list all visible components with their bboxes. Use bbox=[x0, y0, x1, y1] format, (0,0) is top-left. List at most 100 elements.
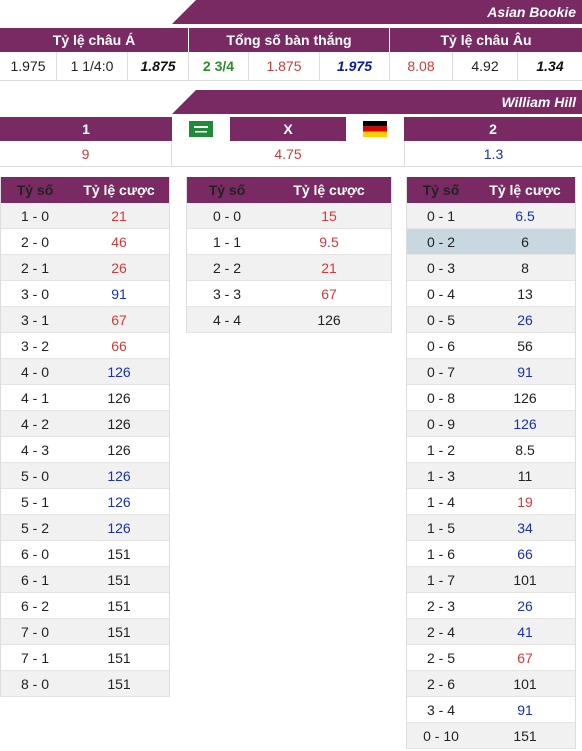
asian-handicap-line[interactable]: 1 1/4:0 bbox=[57, 52, 128, 80]
odds-cell[interactable]: 41 bbox=[517, 624, 533, 640]
wh-away-odds[interactable]: 1.3 bbox=[483, 146, 504, 162]
table-row[interactable]: 2 - 1 26 bbox=[1, 255, 169, 281]
table-row[interactable]: 8 - 0 151 bbox=[1, 671, 169, 697]
table-row[interactable]: 1 - 3 11 bbox=[407, 463, 575, 489]
odds-cell[interactable]: 151 bbox=[107, 624, 131, 640]
table-row[interactable]: 3 - 4 91 bbox=[407, 697, 575, 723]
table-row[interactable]: 0 - 7 91 bbox=[407, 359, 575, 385]
odds-cell[interactable]: 13 bbox=[517, 286, 533, 302]
odds-cell[interactable]: 151 bbox=[107, 572, 131, 588]
wh-draw-odds[interactable]: 4.75 bbox=[172, 141, 405, 166]
table-row[interactable]: 0 - 5 26 bbox=[407, 307, 575, 333]
odds-cell[interactable]: 11 bbox=[517, 468, 533, 484]
table-row[interactable]: 3 - 0 91 bbox=[1, 281, 169, 307]
table-row[interactable]: 0 - 1 6.5 bbox=[407, 203, 575, 229]
odds-cell[interactable]: 26 bbox=[111, 260, 127, 276]
odds-cell[interactable]: 151 bbox=[107, 650, 131, 666]
odds-cell[interactable]: 126 bbox=[317, 312, 341, 328]
odds-cell[interactable]: 126 bbox=[107, 364, 131, 380]
odds-cell[interactable]: 8 bbox=[521, 260, 529, 276]
table-row[interactable]: 6 - 2 151 bbox=[1, 593, 169, 619]
odds-cell[interactable]: 26 bbox=[517, 312, 533, 328]
table-row[interactable]: 4 - 0 126 bbox=[1, 359, 169, 385]
odds-cell[interactable]: 6.5 bbox=[515, 208, 535, 224]
table-row[interactable]: 1 - 4 19 bbox=[407, 489, 575, 515]
table-row[interactable]: 0 - 6 56 bbox=[407, 333, 575, 359]
table-row[interactable]: 3 - 2 66 bbox=[1, 333, 169, 359]
odds-cell[interactable]: 126 bbox=[107, 468, 131, 484]
asian-home-odds[interactable]: 1.975 bbox=[0, 52, 57, 80]
table-row[interactable]: 1 - 7 101 bbox=[407, 567, 575, 593]
table-row[interactable]: 0 - 3 8 bbox=[407, 255, 575, 281]
table-row[interactable]: 4 - 2 126 bbox=[1, 411, 169, 437]
odds-cell[interactable]: 8.5 bbox=[515, 442, 535, 458]
total-under-odds[interactable]: 1.975 bbox=[320, 52, 390, 80]
table-row[interactable]: 1 - 6 66 bbox=[407, 541, 575, 567]
odds-cell[interactable]: 6 bbox=[521, 234, 529, 250]
total-goals-line[interactable]: 2 3/4 bbox=[189, 52, 249, 80]
odds-cell[interactable]: 151 bbox=[107, 676, 131, 692]
odds-cell[interactable]: 126 bbox=[107, 520, 131, 536]
table-row[interactable]: 3 - 3 67 bbox=[187, 281, 391, 307]
odds-cell[interactable]: 126 bbox=[107, 390, 131, 406]
table-row[interactable]: 5 - 0 126 bbox=[1, 463, 169, 489]
odds-cell[interactable]: 101 bbox=[513, 676, 537, 692]
odds-cell[interactable]: 9.5 bbox=[319, 234, 339, 250]
wh-home-odds[interactable]: 9 bbox=[0, 141, 172, 166]
table-row[interactable]: 2 - 5 67 bbox=[407, 645, 575, 671]
odds-cell[interactable]: 21 bbox=[321, 260, 337, 276]
table-row[interactable]: 2 - 3 26 bbox=[407, 593, 575, 619]
total-over-odds[interactable]: 1.875 bbox=[249, 52, 320, 80]
odds-cell[interactable]: 67 bbox=[321, 286, 337, 302]
odds-cell[interactable]: 126 bbox=[513, 416, 537, 432]
odds-cell[interactable]: 26 bbox=[517, 598, 533, 614]
odds-cell[interactable]: 91 bbox=[111, 286, 127, 302]
odds-cell[interactable]: 126 bbox=[107, 442, 131, 458]
euro-draw-odds[interactable]: 4.92 bbox=[453, 52, 518, 80]
table-row[interactable]: 0 - 2 6 bbox=[407, 229, 575, 255]
table-row[interactable]: 2 - 2 21 bbox=[187, 255, 391, 281]
odds-cell[interactable]: 151 bbox=[107, 546, 131, 562]
odds-cell[interactable]: 91 bbox=[517, 364, 533, 380]
odds-cell[interactable]: 34 bbox=[517, 520, 533, 536]
table-row[interactable]: 7 - 0 151 bbox=[1, 619, 169, 645]
table-row[interactable]: 0 - 8 126 bbox=[407, 385, 575, 411]
table-row[interactable]: 0 - 10 151 bbox=[407, 723, 575, 749]
asian-away-odds[interactable]: 1.875 bbox=[128, 52, 189, 80]
table-row[interactable]: 0 - 4 13 bbox=[407, 281, 575, 307]
odds-cell[interactable]: 126 bbox=[513, 390, 537, 406]
table-row[interactable]: 7 - 1 151 bbox=[1, 645, 169, 671]
table-row[interactable]: 1 - 0 21 bbox=[1, 203, 169, 229]
odds-cell[interactable]: 151 bbox=[107, 598, 131, 614]
odds-cell[interactable]: 67 bbox=[517, 650, 533, 666]
table-row[interactable]: 5 - 1 126 bbox=[1, 489, 169, 515]
odds-cell[interactable]: 67 bbox=[111, 312, 127, 328]
odds-cell[interactable]: 101 bbox=[513, 572, 537, 588]
odds-cell[interactable]: 56 bbox=[517, 338, 533, 354]
odds-cell[interactable]: 126 bbox=[107, 494, 131, 510]
table-row[interactable]: 5 - 2 126 bbox=[1, 515, 169, 541]
table-row[interactable]: 2 - 6 101 bbox=[407, 671, 575, 697]
odds-cell[interactable]: 19 bbox=[517, 494, 533, 510]
odds-cell[interactable]: 15 bbox=[321, 208, 337, 224]
odds-cell[interactable]: 126 bbox=[107, 416, 131, 432]
euro-home-odds[interactable]: 8.08 bbox=[390, 52, 453, 80]
table-row[interactable]: 0 - 9 126 bbox=[407, 411, 575, 437]
odds-cell[interactable]: 151 bbox=[513, 728, 537, 744]
table-row[interactable]: 4 - 3 126 bbox=[1, 437, 169, 463]
table-row[interactable]: 0 - 0 15 bbox=[187, 203, 391, 229]
odds-cell[interactable]: 21 bbox=[111, 208, 127, 224]
euro-away-odds[interactable]: 1.34 bbox=[536, 58, 564, 74]
table-row[interactable]: 6 - 0 151 bbox=[1, 541, 169, 567]
odds-cell[interactable]: 46 bbox=[111, 234, 127, 250]
table-row[interactable]: 1 - 1 9.5 bbox=[187, 229, 391, 255]
odds-cell[interactable]: 66 bbox=[111, 338, 127, 354]
table-row[interactable]: 1 - 5 34 bbox=[407, 515, 575, 541]
table-row[interactable]: 2 - 4 41 bbox=[407, 619, 575, 645]
table-row[interactable]: 4 - 4 126 bbox=[187, 307, 391, 333]
table-row[interactable]: 2 - 0 46 bbox=[1, 229, 169, 255]
table-row[interactable]: 3 - 1 67 bbox=[1, 307, 169, 333]
odds-cell[interactable]: 66 bbox=[517, 546, 533, 562]
odds-cell[interactable]: 91 bbox=[517, 702, 533, 718]
table-row[interactable]: 1 - 2 8.5 bbox=[407, 437, 575, 463]
